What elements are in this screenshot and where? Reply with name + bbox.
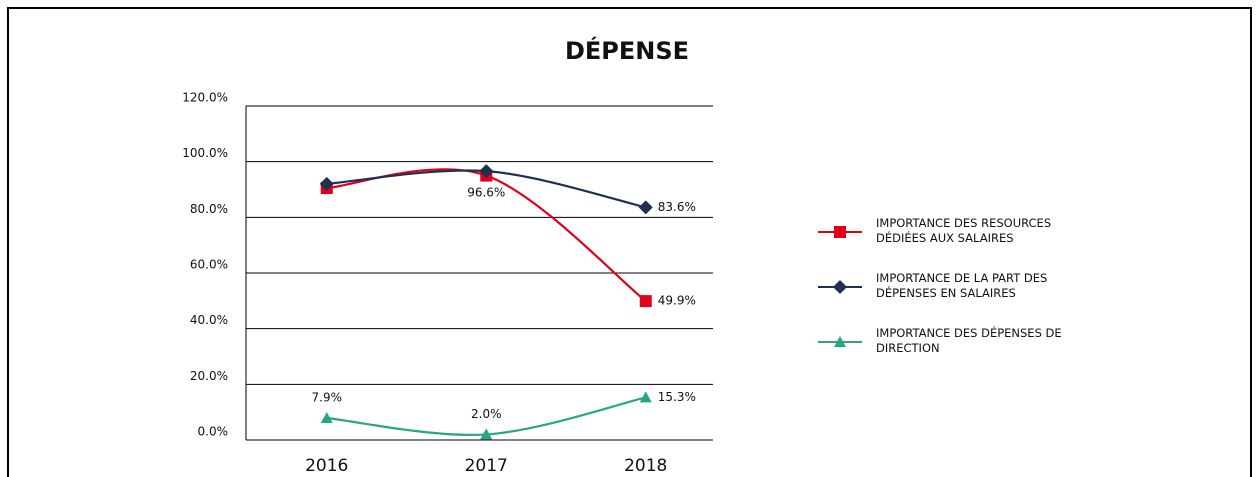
chart-title: DÉPENSE [565, 36, 689, 65]
data-label: 49.9% [658, 294, 696, 308]
legend-marker [833, 280, 847, 294]
y-tick-label: 20.0% [190, 369, 228, 383]
data-label: 83.6% [658, 200, 696, 214]
y-tick-label: 80.0% [190, 202, 228, 216]
legend-label: IMPORTANCE DES RESOURCES DÉDIÉES AUX SAL… [876, 216, 1052, 245]
data-label: 2.0% [471, 407, 502, 421]
legend-marker [834, 226, 846, 238]
legend-label: IMPORTANCE DE LA PART DES DÉPENSES EN SA… [876, 271, 1048, 300]
y-tick-label: 100.0% [182, 146, 228, 160]
data-point [320, 412, 333, 424]
legend-marker [834, 336, 846, 347]
y-tick-label: 40.0% [190, 313, 228, 327]
data-point [479, 164, 494, 179]
data-label: 7.9% [312, 391, 343, 405]
data-point [480, 428, 493, 440]
legend-label: IMPORTANCE DES DÉPENSES DE DIRECTION [876, 326, 1062, 355]
x-tick-label: 2018 [624, 456, 667, 476]
y-tick-label: 0.0% [198, 425, 229, 439]
x-tick-label: 2017 [465, 456, 508, 476]
y-tick-label: 60.0% [190, 258, 228, 272]
frame [7, 7, 1252, 477]
data-label: 96.6% [467, 186, 505, 200]
x-tick-label: 2016 [305, 456, 348, 476]
data-label: 15.3% [658, 390, 696, 404]
y-tick-label: 120.0% [182, 91, 228, 105]
data-point [639, 391, 652, 403]
data-point [638, 200, 653, 215]
data-point [319, 176, 334, 191]
data-point [639, 295, 652, 308]
